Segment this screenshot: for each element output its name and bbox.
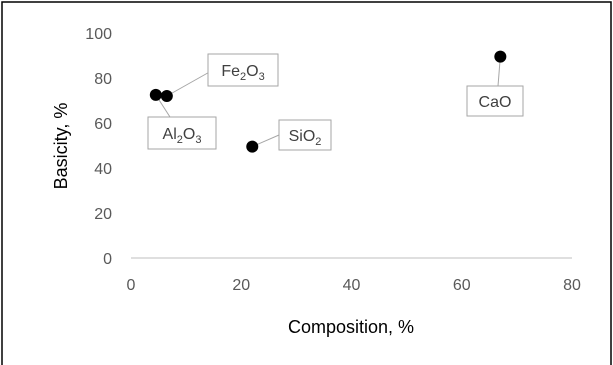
y-tick-label: 100: [85, 26, 112, 43]
data-points: [149, 50, 507, 153]
point-label: CaO: [479, 94, 512, 111]
data-callouts: Al2O3 Fe2O3 SiO2 CaO: [147, 53, 524, 151]
y-tick-label: 20: [94, 206, 112, 223]
data-point: [160, 90, 173, 102]
point-label: SiO2: [289, 128, 322, 148]
data-point: [246, 140, 259, 153]
y-tick-label: 40: [94, 161, 112, 178]
data-point: [494, 50, 507, 63]
x-tick-label: 40: [343, 277, 361, 294]
callout-leader: [166, 69, 214, 97]
x-tick-labels: 0 20 40 60 80: [127, 277, 581, 294]
y-tick-labels: 0 20 40 60 80 100: [85, 26, 112, 268]
x-tick-label: 0: [127, 277, 136, 294]
x-tick-label: 80: [563, 277, 581, 294]
point-label: Fe2O3: [221, 63, 264, 83]
callout-box: [207, 53, 279, 87]
y-tick-label: 80: [94, 71, 112, 88]
data-point: [149, 88, 162, 101]
callout-box: [278, 119, 332, 151]
y-axis-title: Basicity, %: [51, 103, 71, 190]
point-label: Al2O3: [163, 126, 202, 146]
x-axis-title: Composition, %: [288, 317, 414, 337]
x-tick-label: 20: [232, 277, 250, 294]
x-tick-label: 60: [453, 277, 471, 294]
y-tick-label: 60: [94, 116, 112, 133]
callout-box: [147, 116, 217, 150]
y-tick-label: 0: [103, 251, 112, 268]
callout-box: [466, 85, 524, 117]
